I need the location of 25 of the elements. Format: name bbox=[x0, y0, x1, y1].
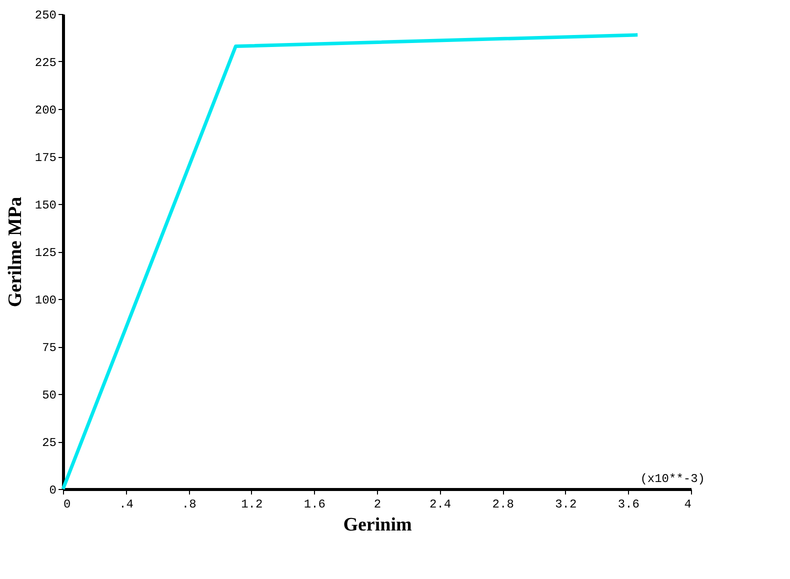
y-tick-label: 50 bbox=[42, 388, 56, 402]
annotation: (x10**-3) bbox=[640, 472, 705, 486]
x-tick-label: 4 bbox=[684, 498, 692, 512]
y-tick-label: 200 bbox=[34, 104, 56, 118]
y-tick-label: 25 bbox=[42, 436, 56, 450]
y-tick-label: 225 bbox=[34, 56, 56, 70]
x-tick-label: 2.8 bbox=[492, 498, 514, 512]
y-tick-label: 250 bbox=[34, 8, 56, 22]
y-tick-label: 100 bbox=[34, 294, 56, 308]
x-tick-label: 2.4 bbox=[429, 498, 452, 512]
y-tick-label: 125 bbox=[34, 246, 56, 260]
y-axis-title: Gerilme MPa bbox=[4, 196, 26, 308]
x-tick-label: 3.6 bbox=[618, 498, 640, 512]
x-tick-label: .4 bbox=[119, 498, 134, 512]
x-tick-label: 1.6 bbox=[304, 498, 326, 512]
x-tick-label: 0 bbox=[64, 498, 71, 512]
y-tick-label: 175 bbox=[34, 151, 56, 165]
x-tick-label: .8 bbox=[182, 498, 196, 512]
y-tick-label: 75 bbox=[42, 341, 56, 355]
x-tick-label: 3.2 bbox=[555, 498, 577, 512]
y-tick-label: 150 bbox=[34, 198, 56, 212]
x-axis-title: Gerinim bbox=[343, 514, 412, 536]
x-tick-label: 2 bbox=[374, 498, 382, 512]
x-tick-label: 1.2 bbox=[241, 498, 263, 512]
y-tick-label: 0 bbox=[49, 484, 56, 498]
